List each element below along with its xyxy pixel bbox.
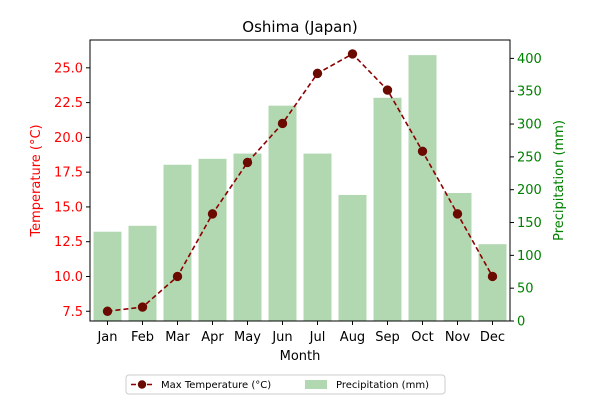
bars-layer [93,55,507,322]
plot-frame [89,39,511,322]
temperature-point-dec [487,271,498,282]
temperature-point-may [242,157,253,168]
y-axis-label-right: Precipitation (mm) [552,120,567,241]
precip-bar-sep [373,97,402,322]
precip-bar-dec [478,244,507,321]
precip-bar-oct [408,55,437,322]
legend-box [125,374,446,395]
legend-marker-swatch [137,380,147,389]
temperature-point-sep [382,85,393,95]
x-axis: Jan Feb Mar Apr May Jun Jul Aug Sep Oct Nov Dec [96,321,505,345]
x-tick-label: Mar [165,330,190,345]
left-tick-label: 15.0 [54,200,83,215]
x-tick-label: Jan [96,330,117,345]
right-tick-label: 350 [517,85,542,100]
x-tick-label: Feb [131,330,154,345]
legend: Max Temperature (°C) Precipitation (mm) [125,374,446,395]
temperature-point-apr [207,209,218,219]
right-axis: 0 50 100 150 200 250 300 350 400 [510,52,542,330]
left-tick-label: 12.5 [54,235,83,250]
temperature-point-jul [312,68,323,79]
left-axis: 7.5 10.0 12.5 15.0 17.5 20.0 22.5 25.0 [54,61,90,320]
left-tick-label: 25.0 [54,61,83,76]
left-tick-label: 20.0 [54,131,83,146]
precip-bar-mar [163,164,192,321]
left-tick-label: 10.0 [54,270,83,285]
temperature-point-feb [137,302,148,312]
x-tick-label: Sep [375,330,400,345]
right-tick-label: 200 [517,183,542,198]
right-tick-label: 0 [517,315,525,330]
x-tick-label: Jun [271,330,292,345]
temperature-point-mar [172,271,183,282]
precip-bar-jun [268,105,297,321]
right-tick-label: 100 [517,249,542,264]
right-tick-label: 300 [517,118,542,133]
y-axis-label-left: Temperature (°C) [29,124,44,237]
precip-bar-may [233,153,262,321]
x-tick-label: Aug [340,330,365,345]
x-tick-label: Jul [309,330,326,345]
temperature-line [107,52,494,313]
left-tick-label: 7.5 [62,305,83,320]
right-tick-label: 400 [517,52,542,67]
x-tick-label: Nov [445,330,471,345]
legend-bar-swatch [305,380,327,389]
x-tick-label: Dec [480,330,505,345]
temperature-point-nov [452,209,463,219]
left-tick-label: 22.5 [54,96,83,111]
temperature-point-aug [347,49,358,59]
temperature-point-jun [277,118,288,129]
temperature-point-jan [102,306,113,316]
right-tick-label: 50 [517,282,534,297]
precip-bar-aug [338,194,367,321]
x-axis-label: Month [280,349,321,364]
legend-entry-precipitation: Precipitation (mm) [336,380,429,391]
line-layer [102,49,498,316]
right-tick-label: 250 [517,150,542,165]
precip-bar-jul [303,153,332,321]
x-tick-label: Apr [201,330,224,345]
legend-entry-temperature: Max Temperature (°C) [161,380,271,391]
x-tick-label: Oct [411,330,433,345]
temperature-point-oct [417,146,428,156]
x-tick-label: May [234,330,261,345]
left-tick-label: 17.5 [54,166,83,181]
right-tick-label: 150 [517,216,542,231]
precip-bar-jan [93,231,122,321]
precip-bar-apr [198,158,227,321]
chart-title: Oshima (Japan) [242,18,357,36]
